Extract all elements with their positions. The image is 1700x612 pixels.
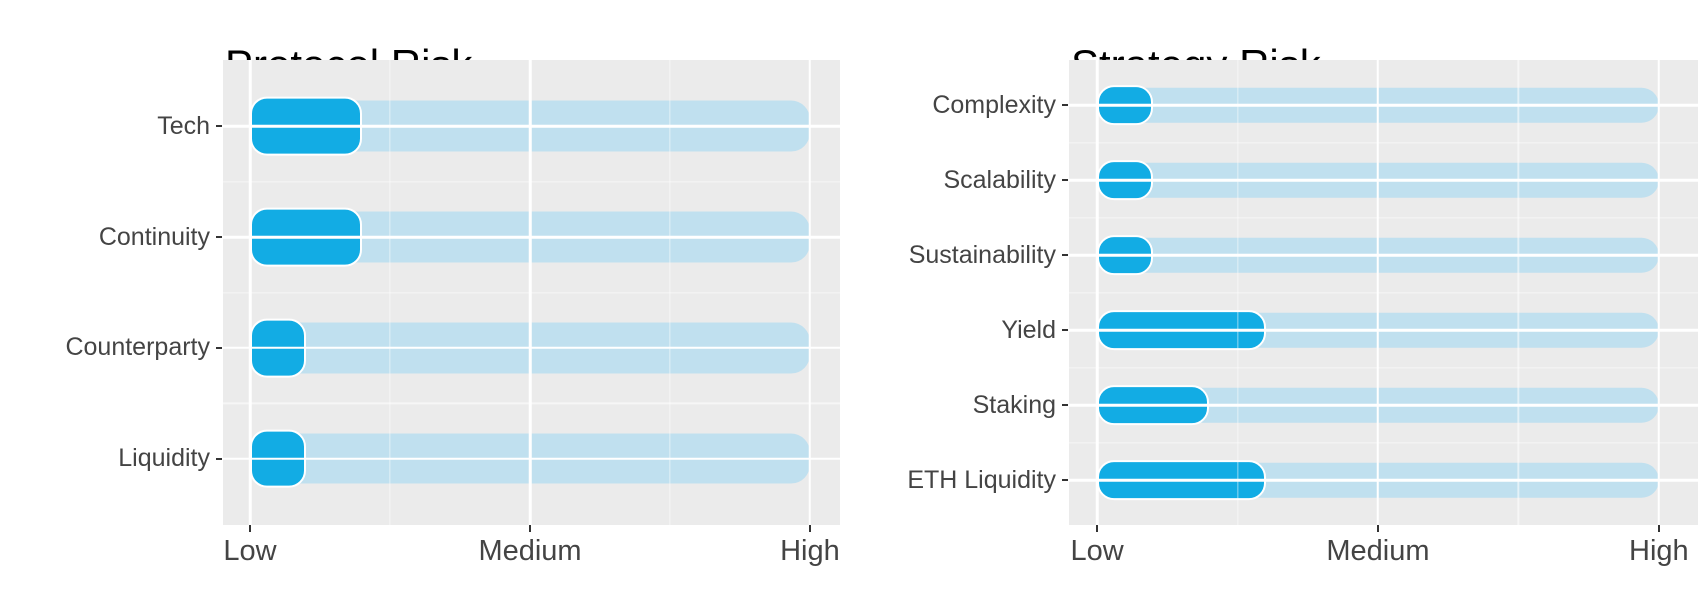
protocol-risk-chart: Protocol Risk TechContinuityCounterparty… xyxy=(0,0,845,612)
y-axis-tick-mark xyxy=(216,346,222,349)
x-axis-label: High xyxy=(1629,535,1689,567)
x-axis-tick-mark xyxy=(1376,525,1379,532)
y-axis-label: Staking xyxy=(972,390,1056,419)
y-axis-label: Tech xyxy=(157,111,210,140)
x-axis-tick-mark xyxy=(529,525,532,532)
x-axis-label: Medium xyxy=(1326,535,1430,567)
y-axis-tick-mark xyxy=(1062,329,1068,331)
y-axis-label: Liquidity xyxy=(118,444,210,473)
minor-gridline-horizontal xyxy=(1069,441,1698,444)
y-axis-label-row: Liquidity xyxy=(0,403,223,514)
y-axis-label-row: Scalability xyxy=(845,143,1069,218)
minor-gridline-horizontal xyxy=(1069,291,1698,294)
plot-panel xyxy=(1069,60,1698,525)
y-axis-label: ETH Liquidity xyxy=(907,465,1056,494)
major-gridline-horizontal xyxy=(223,346,840,350)
major-gridline-horizontal xyxy=(223,235,840,239)
major-gridline-horizontal xyxy=(1069,178,1698,182)
minor-gridline-horizontal xyxy=(1069,216,1698,219)
major-gridline-horizontal xyxy=(1069,103,1698,107)
y-axis-label-row: Yield xyxy=(845,293,1069,368)
x-axis-tick-mark xyxy=(1657,525,1660,532)
y-axis-label-row: Complexity xyxy=(845,68,1069,143)
minor-gridline-horizontal xyxy=(223,402,840,404)
x-axis-label: Medium xyxy=(478,535,582,567)
x-axis: Low Medium High xyxy=(1069,525,1698,595)
y-axis-tick-mark xyxy=(1062,179,1068,181)
y-axis-tick-mark xyxy=(1062,479,1068,481)
y-axis-tick-mark xyxy=(216,125,222,128)
major-gridline-horizontal xyxy=(223,457,840,460)
minor-gridline-horizontal xyxy=(1069,366,1698,369)
y-axis-label: Sustainability xyxy=(908,240,1056,269)
x-axis-label: Low xyxy=(223,535,277,567)
y-axis-labels: Tech Continuity Counterparty Liquidity xyxy=(0,60,223,525)
y-axis-tick-mark xyxy=(1062,104,1068,106)
y-axis-tick-mark xyxy=(216,457,222,460)
major-gridline-horizontal xyxy=(223,125,840,128)
y-axis-label: Counterparty xyxy=(65,333,210,362)
minor-gridline-horizontal xyxy=(223,181,840,183)
x-axis-label: High xyxy=(780,535,840,567)
y-axis-label-row: Staking xyxy=(845,368,1069,443)
y-axis-label-row: ETH Liquidity xyxy=(845,443,1069,518)
y-axis-label: Yield xyxy=(1001,315,1056,344)
x-axis: Low Medium High xyxy=(223,525,840,595)
y-axis-labels: Complexity Scalability Sustainability Yield… xyxy=(845,60,1069,525)
y-axis-label-row: Sustainability xyxy=(845,218,1069,293)
strategy-risk-chart: Strategy Risk ComplexityScalabilitySusta… xyxy=(845,0,1700,612)
major-gridline-horizontal xyxy=(1069,478,1698,482)
x-axis-tick-mark xyxy=(249,525,252,532)
major-gridline-horizontal xyxy=(1069,253,1698,257)
major-gridline-horizontal xyxy=(1069,328,1698,332)
minor-gridline-horizontal xyxy=(223,291,840,294)
minor-gridline-horizontal xyxy=(1069,141,1698,144)
y-axis-label-row: Continuity xyxy=(0,182,223,293)
y-axis-tick-mark xyxy=(1062,254,1068,256)
x-axis-tick-mark xyxy=(1096,525,1099,532)
y-axis-tick-mark xyxy=(1062,404,1068,406)
y-axis-label: Continuity xyxy=(98,222,210,251)
x-axis-label: Low xyxy=(1070,535,1124,567)
major-gridline-horizontal xyxy=(1069,403,1698,407)
y-axis-label: Complexity xyxy=(932,90,1056,119)
y-axis-tick-mark xyxy=(216,236,222,239)
y-axis-label: Scalability xyxy=(943,165,1056,194)
plot-panel xyxy=(223,60,840,525)
y-axis-label-row: Tech xyxy=(0,71,223,182)
y-axis-label-row: Counterparty xyxy=(0,293,223,404)
x-axis-tick-mark xyxy=(808,525,811,532)
